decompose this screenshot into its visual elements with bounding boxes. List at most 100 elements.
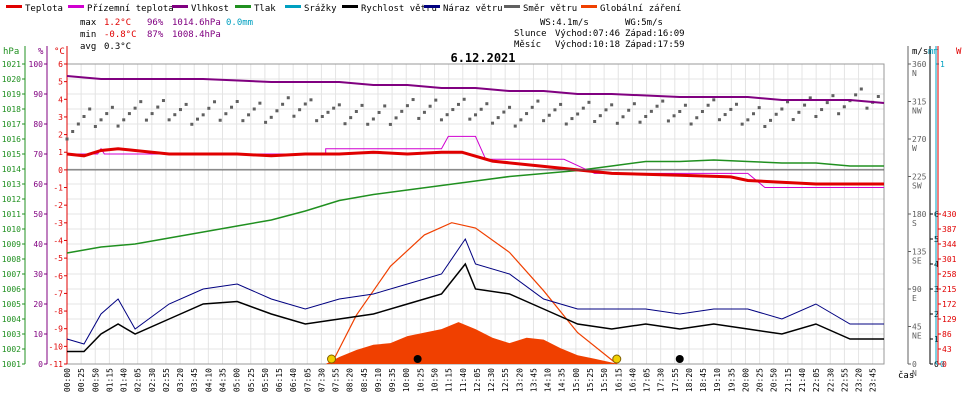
series-wind-direction-point <box>559 102 563 106</box>
series-wind-speed <box>67 262 884 353</box>
legend-swatch <box>504 5 520 8</box>
x-tick-label: 16:40 <box>628 368 637 392</box>
x-tick-label: 01:40 <box>120 368 129 392</box>
legend-item-srazky: Srážky <box>285 4 337 14</box>
info-svg: WS:4.1m/s WG:5m/s Slunce Východ:07:46 Zá… <box>514 18 685 50</box>
axis-tick-label: 30 <box>33 270 43 279</box>
series-wind-direction-point <box>451 108 455 112</box>
legend: Teplota Přízemní teplota Vlhkost Tlak Sr… <box>0 0 966 14</box>
axis-tick-label: 301 <box>942 255 957 264</box>
series-wind-direction-point <box>360 103 364 107</box>
x-tick-label: 18:20 <box>685 368 694 392</box>
axis-tick-label: 1013 <box>2 180 21 189</box>
series-wind-direction-point <box>729 107 733 111</box>
series-wind-direction-point <box>803 103 807 107</box>
axis-tick-label: 215 <box>942 285 957 294</box>
axis-tick-label: -7 <box>53 289 63 298</box>
x-tick-label: 12:55 <box>501 368 510 392</box>
legend-swatch <box>172 5 188 8</box>
series-wind-direction-point <box>621 115 625 119</box>
axis-tick-label: 1001 <box>2 360 21 369</box>
axis-tick-label: 40 <box>33 240 43 249</box>
series-wind-direction-point <box>854 93 858 97</box>
series-wind-direction-point <box>434 98 438 102</box>
axis-tick-label: 180 <box>912 210 927 219</box>
info-moonset: Západ:17:59 <box>625 40 685 50</box>
series-wind-direction-point <box>474 113 477 117</box>
stats-min-label: min <box>80 30 96 40</box>
series-wind-direction-point <box>468 117 472 121</box>
series-wind-direction-point <box>411 98 415 102</box>
axis-unit: °C <box>54 47 65 57</box>
series-wind-direction-point <box>695 116 699 120</box>
x-tick-label: 07:55 <box>332 368 341 392</box>
info-wg: WG:5m/s <box>625 18 663 28</box>
series-wind-direction-point <box>553 108 557 112</box>
stats-avg-temp: 0.3°C <box>104 42 131 52</box>
series-wind-direction-point <box>292 114 296 118</box>
series-wind-direction-point <box>252 107 256 111</box>
axis-tick-label: -2 <box>53 201 63 210</box>
x-tick-label: 21:40 <box>798 368 807 392</box>
legend-item-naraz-vetru: Náraz větru <box>424 4 503 14</box>
series-wind-direction-point <box>627 108 631 112</box>
axis-unit: hPa <box>3 47 19 57</box>
axis-tick-label: 90 <box>912 285 922 294</box>
x-tick-label: 11:40 <box>459 368 468 392</box>
axis-tick-label: -1 <box>53 184 63 193</box>
series-wind-direction-point <box>422 110 426 114</box>
axis-tick-label: 1010 <box>2 225 21 234</box>
axis-tick-label: 1014 <box>2 165 21 174</box>
series-wind-direction-point <box>343 122 347 126</box>
x-tick-label: 07:30 <box>317 368 326 392</box>
axis-tick-label: 1020 <box>2 75 21 84</box>
series-wind-direction-point <box>65 137 69 141</box>
axis-tick-label: 315 <box>912 98 927 107</box>
axis-tick-label-dir: S <box>912 219 917 228</box>
axis-tick-label: 0 <box>38 360 43 369</box>
x-tick-label: 22:30 <box>826 368 835 392</box>
series-wind-direction-point <box>706 103 710 107</box>
axis-tick-label-dir: E <box>912 294 917 303</box>
legend-item-rychlost-vetru: Rychlost větru <box>342 4 437 14</box>
series-wind-direction-point <box>201 113 205 117</box>
x-tick-label: 12:30 <box>487 368 496 392</box>
x-tick-label: 20:25 <box>756 368 765 392</box>
axis-tick-label: 45 <box>912 323 922 332</box>
legend-label: Přízemní teplota <box>87 4 174 14</box>
axis-tick-label: 2 <box>58 131 63 140</box>
series-wind-direction-point <box>587 100 591 104</box>
axis-tick-label: 1003 <box>2 330 21 339</box>
x-tick-label: 13:45 <box>529 368 538 392</box>
axis-tick-label: 70 <box>33 150 43 159</box>
series-wind-direction-point <box>144 118 148 122</box>
axis-tick-label-dir: N <box>912 369 917 378</box>
legend-swatch <box>235 5 251 8</box>
axis-tick-label: 135 <box>912 248 927 257</box>
series-wind-direction-point <box>808 96 812 100</box>
axis-tick-label: 1004 <box>2 315 21 324</box>
x-tick-label: 04:35 <box>218 368 227 392</box>
x-tick-label: 04:10 <box>204 368 213 392</box>
legend-label: Globální záření <box>600 4 681 14</box>
legend-swatch <box>581 5 597 8</box>
series-wind-direction-point <box>88 107 92 111</box>
info-sunset: Západ:16:09 <box>625 29 685 39</box>
axis-unit: W <box>956 47 962 57</box>
x-tick-label: 11:15 <box>445 368 454 392</box>
axis-unit: % <box>38 47 44 57</box>
legend-item-teplota: Teplota <box>6 4 63 14</box>
legend-item-vlhkost: Vlhkost <box>172 4 229 14</box>
axis-tick-label: 3 <box>58 113 63 122</box>
series-wind-direction-point <box>82 115 86 118</box>
series-wind-direction-point <box>638 120 642 124</box>
x-tick-label: 17:55 <box>671 368 680 392</box>
series-wind-direction-point <box>93 125 97 128</box>
legend-item-tlak: Tlak <box>235 4 276 14</box>
series-wind-direction-point <box>371 117 375 121</box>
series-wind-direction-point <box>525 112 529 116</box>
series-wind-direction-point <box>842 105 846 109</box>
axis-tick-label: 4 <box>58 95 63 104</box>
series-wind-direction-point <box>825 101 829 105</box>
x-tick-label: 12:05 <box>473 368 482 392</box>
